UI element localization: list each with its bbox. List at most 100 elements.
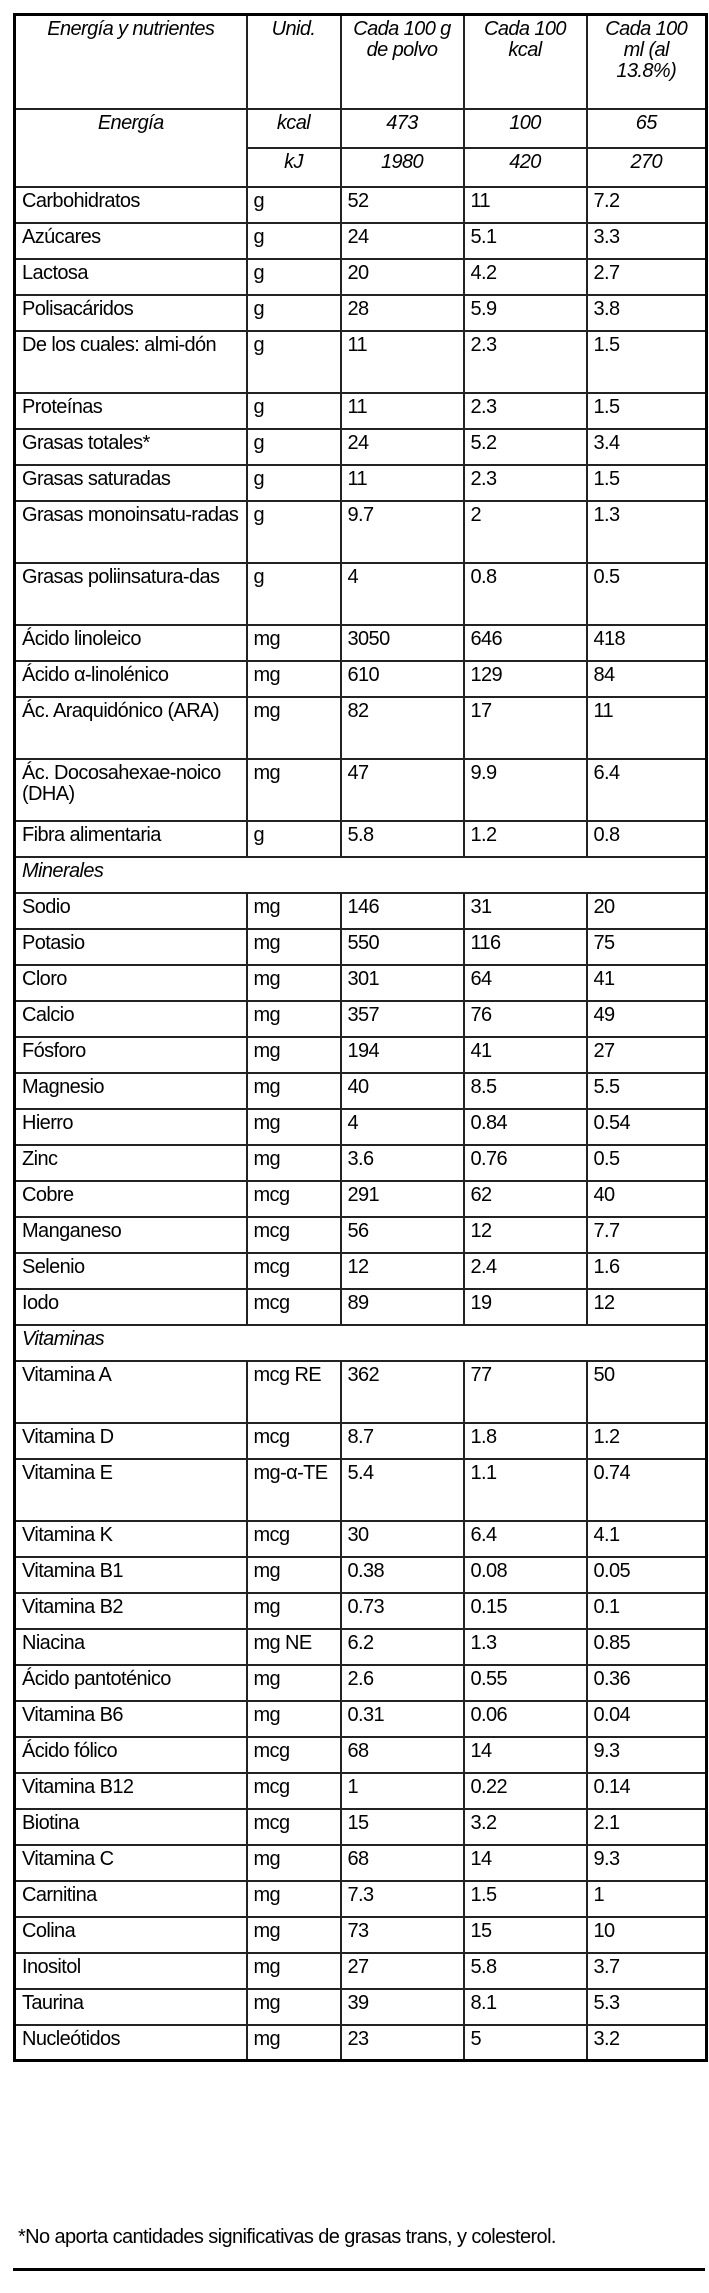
value-per-100kcal: 2.3: [462, 463, 588, 502]
value-per-100ml: 2.7: [585, 257, 708, 296]
value-per-100ml: 3.2: [585, 2023, 708, 2062]
table-row: Vitamina B12 mcg 1 0.22 0.14: [13, 1771, 708, 1810]
value-per-100ml: 418: [585, 623, 708, 662]
value-per-100g: 11: [339, 391, 465, 430]
nutrient-name: Ácido fólico: [13, 1735, 248, 1774]
table-row: Fósforo mg 194 41 27: [13, 1035, 708, 1074]
value-per-100kcal: 5.2: [462, 427, 588, 466]
value-per-100g: 7.3: [339, 1879, 465, 1918]
value-per-100g: 27: [339, 1951, 465, 1990]
header-nutrient: Energía y nutrientes: [13, 13, 248, 110]
table-row: Potasio mg 550 116 75: [13, 927, 708, 966]
value-per-100kcal: 0.84: [462, 1107, 588, 1146]
header-per-100kcal: Cada 100 kcal: [462, 13, 588, 110]
value-per-100kcal: 116: [462, 927, 588, 966]
table-row: Vitamina B1 mg 0.38 0.08 0.05: [13, 1555, 708, 1594]
unit-cell: mg-α-TE: [245, 1457, 342, 1522]
section-label: Minerales: [13, 855, 708, 894]
unit-cell: mcg RE: [245, 1359, 342, 1424]
nutrient-name: Azúcares: [13, 221, 248, 260]
value-per-100kcal: 62: [462, 1179, 588, 1218]
value-per-100ml: 1.2: [585, 1421, 708, 1460]
value-per-100g: 28: [339, 293, 465, 332]
value-per-100ml: 9.3: [585, 1735, 708, 1774]
value-per-100g: 3.6: [339, 1143, 465, 1182]
value-per-100kcal: 19: [462, 1287, 588, 1326]
table-row: Lactosa g 20 4.2 2.7: [13, 257, 708, 296]
table-row: Grasas poliinsatura-das g 4 0.8 0.5: [13, 561, 708, 626]
value-per-100ml: 0.14: [585, 1771, 708, 1810]
unit-cell: mg: [245, 1915, 342, 1954]
unit-cell: g: [245, 329, 342, 394]
unit-cell: mg: [245, 623, 342, 662]
value-per-100kcal: 5.9: [462, 293, 588, 332]
table-row: Ác. Docosahexae-noico (DHA) mg 47 9.9 6.4: [13, 757, 708, 822]
value-per-100ml: 1: [585, 1879, 708, 1918]
nutrition-table: Energía y nutrientes Unid. Cada 100 g de…: [13, 13, 708, 2062]
value-per-100g: 24: [339, 427, 465, 466]
value-per-100ml: 3.8: [585, 293, 708, 332]
unit-cell: mg: [245, 1143, 342, 1182]
unit-cell: g: [245, 463, 342, 502]
nutrient-name: Niacina: [13, 1627, 248, 1666]
unit-cell: g: [245, 819, 342, 858]
nutrient-name: Ácido α-linolénico: [13, 659, 248, 698]
energy-unit: kcal: [245, 107, 342, 149]
nutrient-name: Vitamina E: [13, 1457, 248, 1522]
value-per-100kcal: 1.3: [462, 1627, 588, 1666]
nutrient-name: Polisacáridos: [13, 293, 248, 332]
value-per-100kcal: 14: [462, 1843, 588, 1882]
energy-value: 473: [339, 107, 465, 149]
value-per-100ml: 20: [585, 891, 708, 930]
nutrient-name: Nucleótidos: [13, 2023, 248, 2062]
unit-cell: mcg: [245, 1735, 342, 1774]
value-per-100kcal: 5.8: [462, 1951, 588, 1990]
unit-cell: mg: [245, 1951, 342, 1990]
nutrient-name: Grasas saturadas: [13, 463, 248, 502]
nutrient-name: De los cuales: almi-dón: [13, 329, 248, 394]
nutrient-name: Potasio: [13, 927, 248, 966]
energy-value: 100: [462, 107, 588, 149]
value-per-100g: 0.31: [339, 1699, 465, 1738]
nutrient-name: Ácido pantoténico: [13, 1663, 248, 1702]
unit-cell: mg: [245, 1555, 342, 1594]
nutrient-name: Inositol: [13, 1951, 248, 1990]
value-per-100g: 8.7: [339, 1421, 465, 1460]
value-per-100ml: 1.5: [585, 329, 708, 394]
value-per-100kcal: 14: [462, 1735, 588, 1774]
value-per-100g: 0.38: [339, 1555, 465, 1594]
table-row: Zinc mg 3.6 0.76 0.5: [13, 1143, 708, 1182]
unit-cell: mcg: [245, 1807, 342, 1846]
value-per-100kcal: 8.1: [462, 1987, 588, 2026]
value-per-100ml: 41: [585, 963, 708, 1002]
value-per-100g: 39: [339, 1987, 465, 2026]
energy-value: 420: [462, 146, 588, 188]
table-row: Ácido pantoténico mg 2.6 0.55 0.36: [13, 1663, 708, 1702]
bottom-rule: [13, 2268, 705, 2271]
value-per-100ml: 84: [585, 659, 708, 698]
nutrient-name: Carbohidratos: [13, 185, 248, 224]
table-row: Ácido α-linolénico mg 610 129 84: [13, 659, 708, 698]
value-per-100g: 3050: [339, 623, 465, 662]
nutrient-name: Hierro: [13, 1107, 248, 1146]
value-per-100ml: 0.04: [585, 1699, 708, 1738]
unit-cell: mg: [245, 963, 342, 1002]
value-per-100ml: 0.54: [585, 1107, 708, 1146]
value-per-100kcal: 3.2: [462, 1807, 588, 1846]
table-row: Colina mg 73 15 10: [13, 1915, 708, 1954]
nutrient-name: Carnitina: [13, 1879, 248, 1918]
value-per-100g: 30: [339, 1519, 465, 1558]
table-row: Niacina mg NE 6.2 1.3 0.85: [13, 1627, 708, 1666]
nutrient-name: Manganeso: [13, 1215, 248, 1254]
value-per-100kcal: 31: [462, 891, 588, 930]
value-per-100kcal: 8.5: [462, 1071, 588, 1110]
table-row: Selenio mcg 12 2.4 1.6: [13, 1251, 708, 1290]
value-per-100kcal: 0.15: [462, 1591, 588, 1630]
table-row: Taurina mg 39 8.1 5.3: [13, 1987, 708, 2026]
value-per-100g: 68: [339, 1843, 465, 1882]
nutrient-name: Fibra alimentaria: [13, 819, 248, 858]
table-row: Calcio mg 357 76 49: [13, 999, 708, 1038]
unit-cell: mg NE: [245, 1627, 342, 1666]
value-per-100g: 291: [339, 1179, 465, 1218]
unit-cell: mcg: [245, 1519, 342, 1558]
